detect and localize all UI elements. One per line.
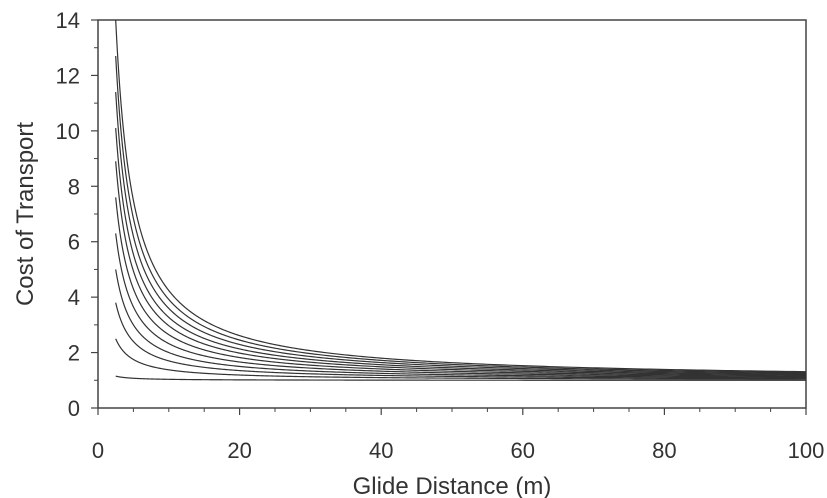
y-tick-label: 4 (68, 285, 80, 310)
x-tick-label: 0 (92, 438, 104, 463)
y-tick-label: 2 (68, 341, 80, 366)
x-tick-label: 40 (369, 438, 393, 463)
y-tick-label: 0 (68, 396, 80, 421)
series-line-8 (115, 128, 807, 375)
y-tick-label: 12 (56, 63, 80, 88)
x-tick-label: 100 (788, 438, 825, 463)
series-line-10 (115, 55, 807, 374)
x-tick-label: 60 (511, 438, 535, 463)
series-line-2 (115, 338, 807, 380)
x-tick-label: 80 (652, 438, 676, 463)
y-tick-label: 8 (68, 174, 80, 199)
series-line-6 (115, 197, 807, 377)
series-line-11 (115, 19, 807, 373)
series-line-5 (115, 233, 807, 378)
series-line-4 (115, 269, 807, 379)
series-line-7 (115, 161, 807, 376)
x-axis-title: Glide Distance (m) (353, 473, 552, 498)
series-line-3 (115, 302, 807, 379)
tick-labels: 0 20 40 60 80 100 0 2 4 6 8 10 12 14 (56, 8, 825, 463)
series-line-1 (115, 375, 807, 381)
series-lines (115, 19, 807, 381)
y-tick-label: 14 (56, 8, 80, 33)
y-tick-label: 6 (68, 230, 80, 255)
axis-ticks (91, 19, 807, 415)
y-axis-title: Cost of Transport (12, 122, 39, 306)
series-line-9 (115, 92, 807, 374)
y-tick-label: 10 (56, 119, 80, 144)
x-tick-label: 20 (227, 438, 251, 463)
